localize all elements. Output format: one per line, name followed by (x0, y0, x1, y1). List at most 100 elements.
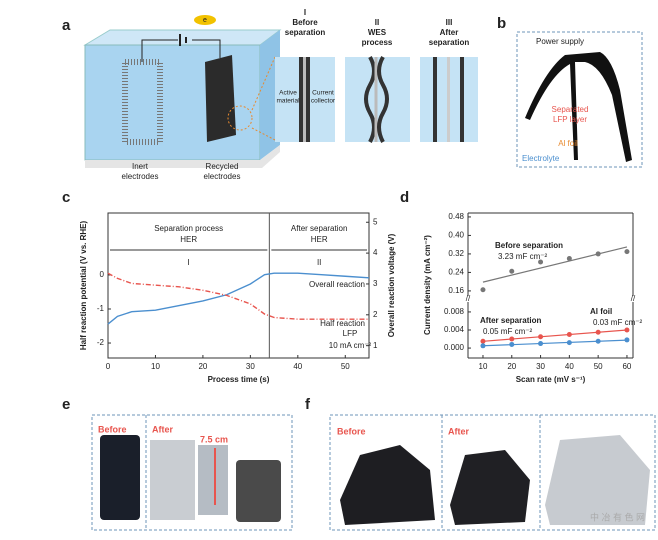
x-tick-label: 20 (507, 362, 516, 371)
stage-label: III (446, 18, 453, 27)
label: Inert (132, 162, 149, 171)
y-tick-label: 0.48 (448, 212, 464, 221)
series-label: Before separation (495, 241, 563, 250)
point (624, 337, 630, 343)
point (509, 341, 515, 347)
watermark: 中 冶 有 色 网 (590, 511, 645, 522)
annotation: I (188, 258, 190, 267)
x-tick-label: 20 (198, 362, 207, 371)
axis-break: // (466, 294, 471, 303)
point (480, 338, 486, 344)
x-tick-label: 0 (106, 362, 111, 371)
point (624, 327, 630, 333)
annotation: LFP (343, 329, 358, 338)
label: 7.5 cm (200, 434, 228, 444)
annotation: HER (180, 235, 197, 244)
stage-label: separation (285, 28, 326, 37)
point (566, 340, 572, 346)
stage-label: process (362, 38, 393, 47)
y2-tick-label: 1 (373, 341, 378, 350)
y-tick-label: 0 (100, 270, 105, 279)
point (595, 338, 601, 344)
y2-tick-label: 3 (373, 279, 378, 288)
stage-label: II (375, 18, 379, 27)
label: material (276, 98, 300, 105)
photo-illustration (100, 415, 281, 530)
point (538, 334, 544, 340)
panel-label: e (62, 396, 70, 413)
panel-label: b (497, 15, 506, 32)
label: Separated (552, 105, 589, 114)
y2-tick-label: 2 (373, 310, 378, 319)
panel-label: c (62, 189, 70, 206)
battery-label: e (203, 17, 207, 24)
y-axis-label: Half reaction potential (V vs. RHE) (79, 220, 88, 350)
photo-frame (516, 31, 643, 168)
panel-label: d (400, 189, 409, 206)
point (509, 268, 515, 274)
series-label: After separation (480, 316, 541, 325)
x-tick-label: 60 (622, 362, 631, 371)
label: After (448, 426, 469, 436)
photo-frame (91, 414, 293, 531)
series-label: Al foil (590, 307, 612, 316)
series-annotation: 0.03 mF cm⁻² (593, 318, 642, 327)
point (538, 341, 544, 347)
photo-illustration (340, 415, 650, 530)
line-series (107, 272, 369, 320)
series-annotation: 0.05 mF cm⁻² (483, 327, 532, 336)
label: Current (312, 90, 334, 97)
label: Recycled (206, 162, 239, 171)
y2-axis-label: Overall reaction voltage (V) (387, 233, 396, 337)
point (480, 343, 486, 349)
point (480, 287, 486, 293)
y-tick-label: 0.000 (444, 343, 465, 352)
annotation: After separation (291, 224, 347, 233)
fit-line (482, 246, 628, 283)
y-tick-label: -1 (97, 304, 105, 313)
y-tick-label: 0.40 (448, 231, 464, 240)
series-annotation: 3.23 mF cm⁻² (498, 252, 547, 261)
x-tick-label: 40 (565, 362, 574, 371)
annotation: HER (311, 235, 328, 244)
annotation: Overall reaction (309, 280, 365, 289)
annotation: Separation process (154, 224, 223, 233)
label: Before (337, 426, 366, 436)
stage-label: After (440, 28, 459, 37)
photo-shape (525, 52, 632, 162)
x-axis-label: Process time (s) (208, 375, 270, 384)
point (624, 249, 630, 255)
point (566, 332, 572, 338)
x-tick-label: 50 (594, 362, 603, 371)
x-tick-label: 50 (341, 362, 350, 371)
label: After (152, 424, 173, 434)
label: Electrolyte (522, 154, 560, 163)
line-series (107, 272, 370, 325)
axis-break: // (631, 294, 636, 303)
panel-label: f (305, 396, 311, 413)
y-tick-label: 0.008 (444, 307, 465, 316)
y-tick-label: 0.16 (448, 286, 464, 295)
x-tick-label: 30 (246, 362, 255, 371)
fit-line (482, 329, 627, 342)
label: Before (98, 424, 127, 434)
stage-label: Before (292, 18, 318, 27)
x-axis-label: Scan rate (mV s⁻¹) (516, 375, 586, 384)
stage-illustrations (275, 56, 478, 143)
photo-frame (329, 414, 656, 531)
label: collector (311, 98, 336, 105)
y-axis-label: Current density (mA cm⁻²) (423, 235, 432, 335)
x-tick-label: 40 (293, 362, 302, 371)
stage-label: I (304, 8, 306, 17)
y2-tick-label: 4 (373, 248, 378, 257)
stage-label: WES (368, 28, 387, 37)
x-tick-label: 10 (151, 362, 160, 371)
label: electrodes (204, 172, 241, 181)
point (595, 251, 601, 257)
label: LFP layer (553, 115, 587, 124)
label: Al foil (558, 139, 578, 148)
point (509, 336, 515, 342)
annotation: II (317, 258, 321, 267)
x-tick-label: 10 (479, 362, 488, 371)
